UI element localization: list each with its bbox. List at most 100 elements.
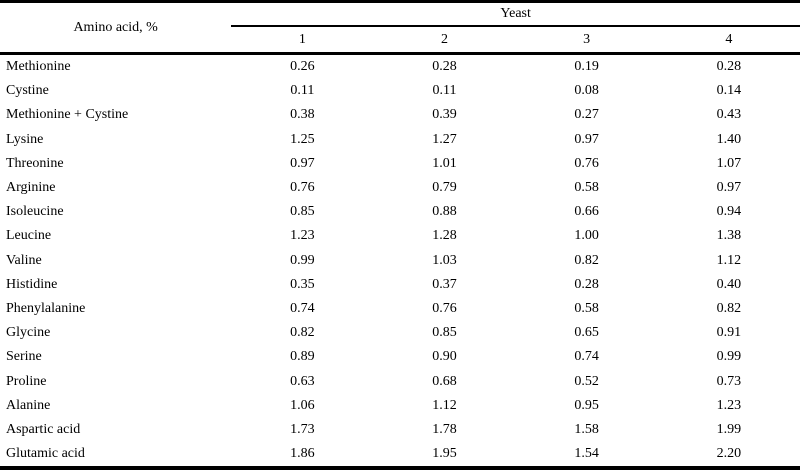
table-row: Cystine 0.11 0.11 0.08 0.14 (0, 79, 800, 103)
amino-acid-value: 0.89 (290, 349, 315, 365)
amino-acid-value: 1.01 (432, 155, 457, 171)
amino-acid-value: 0.28 (432, 59, 457, 75)
amino-acid-value: 2.20 (716, 446, 742, 462)
amino-acid-name: Glycine (6, 325, 51, 341)
amino-acid-value: 0.28 (716, 59, 742, 75)
amino-acid-name: Methionine + Cystine (6, 107, 129, 123)
amino-acid-value: 0.94 (716, 204, 742, 220)
amino-acid-value: 0.95 (574, 397, 599, 413)
amino-acid-name: Glutamic acid (6, 446, 85, 462)
table-row: Serine 0.89 0.90 0.74 0.99 (0, 345, 800, 369)
amino-acid-value: 0.65 (574, 325, 599, 341)
amino-acid-value: 0.85 (432, 325, 457, 341)
table-row: Glycine 0.82 0.85 0.65 0.91 (0, 321, 800, 345)
amino-acid-value: 0.11 (432, 83, 457, 99)
amino-acid-value: 0.74 (574, 349, 599, 365)
amino-acid-value: 1.00 (574, 228, 599, 244)
amino-acid-value: 0.37 (432, 276, 457, 292)
table-row: Aspartic acid 1.73 1.78 1.58 1.99 (0, 418, 800, 442)
column-header-yeast-1: 1 (231, 26, 374, 55)
amino-acid-value: 0.19 (574, 59, 599, 75)
amino-acid-value: 1.23 (716, 397, 742, 413)
table-header: Amino acid, % Yeast 1 2 3 4 (0, 1, 800, 55)
amino-acid-name: Histidine (6, 276, 58, 292)
amino-acid-value: 0.73 (716, 373, 742, 389)
table-row: Glutamic acid 1.86 1.95 1.54 2.20 (0, 442, 800, 468)
amino-acid-value: 1.54 (574, 446, 599, 462)
amino-acid-value: 0.08 (574, 83, 599, 99)
amino-acid-name: Valine (6, 252, 42, 268)
column-header-yeast-4: 4 (657, 26, 800, 55)
amino-acid-value: 0.91 (716, 325, 742, 341)
amino-acid-value: 0.74 (290, 300, 315, 316)
amino-acid-value: 0.39 (432, 107, 457, 123)
amino-acid-value: 0.66 (574, 204, 599, 220)
amino-acid-name: Proline (6, 373, 47, 389)
table-row: Isoleucine 0.85 0.88 0.66 0.94 (0, 200, 800, 224)
table-row: Methionine 0.26 0.28 0.19 0.28 (0, 54, 800, 80)
amino-acid-value: 0.97 (290, 155, 315, 171)
amino-acid-value: 0.82 (290, 325, 315, 341)
table-row: Alanine 1.06 1.12 0.95 1.23 (0, 394, 800, 418)
amino-acid-value: 0.11 (290, 83, 315, 99)
amino-acid-value: 1.73 (290, 421, 315, 437)
column-header-yeast-3: 3 (515, 26, 658, 55)
amino-acid-value: 0.58 (574, 180, 599, 196)
amino-acid-name: Lysine (6, 131, 44, 147)
row-header-label: Amino acid, % (0, 1, 232, 55)
amino-acid-value: 0.26 (290, 59, 315, 75)
amino-acid-value: 0.97 (574, 131, 599, 147)
table-row: Leucine 1.23 1.28 1.00 1.38 (0, 224, 800, 248)
amino-acid-value: 0.58 (574, 300, 599, 316)
amino-acid-value: 1.99 (716, 421, 742, 437)
amino-acid-value: 1.25 (290, 131, 315, 147)
amino-acid-name: Serine (6, 349, 42, 365)
amino-acid-value: 1.78 (432, 421, 457, 437)
amino-acid-value: 0.35 (290, 276, 315, 292)
amino-acid-name: Threonine (6, 155, 64, 171)
amino-acid-name: Arginine (6, 180, 56, 196)
table-row: Valine 0.99 1.03 0.82 1.12 (0, 249, 800, 273)
amino-acid-value: 1.12 (432, 397, 457, 413)
amino-acid-value: 1.40 (716, 131, 742, 147)
amino-acid-value: 1.03 (432, 252, 457, 268)
group-header-row: Amino acid, % Yeast (0, 1, 800, 55)
amino-acid-value: 1.86 (290, 446, 315, 462)
amino-acid-value: 0.68 (432, 373, 457, 389)
amino-acid-value: 1.28 (432, 228, 457, 244)
amino-acid-name: Phenylalanine (6, 300, 86, 316)
amino-acid-value: 0.76 (574, 155, 599, 171)
amino-acid-value: 1.06 (290, 397, 315, 413)
amino-acid-name: Aspartic acid (6, 421, 81, 437)
amino-acid-value: 0.28 (574, 276, 599, 292)
column-number-row: 1 2 3 4 (0, 26, 800, 55)
group-header-yeast: Yeast (231, 1, 800, 27)
table-row: Arginine 0.76 0.79 0.58 0.97 (0, 176, 800, 200)
amino-acid-value: 0.99 (290, 252, 315, 268)
amino-acid-value: 0.43 (716, 107, 742, 123)
amino-acid-name: Leucine (6, 228, 52, 244)
amino-acid-value: 1.07 (716, 155, 742, 171)
amino-acid-name: Isoleucine (6, 204, 64, 220)
amino-acid-value: 0.76 (432, 300, 457, 316)
table-row: Threonine 0.97 1.01 0.76 1.07 (0, 152, 800, 176)
amino-acid-name: Methionine (6, 59, 71, 75)
amino-acid-value: 0.90 (432, 349, 457, 365)
amino-acid-value: 0.27 (574, 107, 599, 123)
amino-acid-value: 0.40 (716, 276, 742, 292)
table-row: Proline 0.63 0.68 0.52 0.73 (0, 369, 800, 393)
amino-acid-value: 0.14 (716, 83, 742, 99)
table-row: Phenylalanine 0.74 0.76 0.58 0.82 (0, 297, 800, 321)
amino-acid-value: 0.79 (432, 180, 457, 196)
amino-acid-value: 0.99 (716, 349, 742, 365)
amino-acid-value: 0.63 (290, 373, 315, 389)
amino-acid-value: 1.27 (432, 131, 457, 147)
amino-acid-value: 0.82 (716, 300, 742, 316)
amino-acid-value: 1.23 (290, 228, 315, 244)
amino-acid-value: 0.76 (290, 180, 315, 196)
amino-acid-value: 0.85 (290, 204, 315, 220)
amino-acid-name: Alanine (6, 397, 51, 413)
amino-acid-value: 0.38 (290, 107, 315, 123)
